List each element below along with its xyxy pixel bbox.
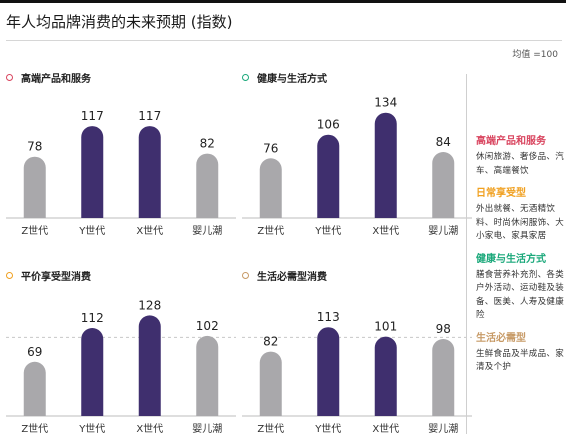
panel-header: 平价享受型消费 <box>6 268 91 283</box>
category-label: 婴儿潮 <box>428 224 458 237</box>
category-label: 婴儿潮 <box>192 422 222 435</box>
category-label: X世代 <box>136 225 163 237</box>
bar <box>374 336 397 416</box>
panel-title: 健康与生活方式 <box>257 73 327 85</box>
legend-group-essentials: 生活必需型 生鲜食品及半成品、家清及个护 <box>476 332 564 375</box>
bar-value-label: 117 <box>81 109 104 123</box>
bar-value-label: 102 <box>196 319 219 333</box>
chart-panel-essentials: 生活必需型消费 82 Z世代 113 Y世代 101 X世代 98 婴儿潮 <box>242 268 472 448</box>
legend-description: 外出就餐、无酒精饮料、时尚休闲服饰、大小家电、家具家居 <box>476 204 565 241</box>
bar-value-label: 112 <box>81 311 104 325</box>
bar-value-label: 106 <box>317 118 340 132</box>
panel-title: 平价享受型消费 <box>21 271 91 283</box>
bar-chart-premium: 78 Z世代 117 Y世代 117 X世代 82 婴儿潮 <box>6 109 236 237</box>
category-legend: 高端产品和服务 休闲旅游、奢侈品、汽车、高端餐饮 日常享受型 外出就餐、无酒精饮… <box>476 135 564 384</box>
bar-value-label: 69 <box>27 345 42 359</box>
bar-value-label: 134 <box>374 96 397 110</box>
bar <box>259 351 282 416</box>
bar <box>81 126 104 218</box>
panel-title: 生活必需型消费 <box>257 271 327 283</box>
panel-header: 健康与生活方式 <box>242 70 327 85</box>
bar <box>23 156 46 218</box>
category-label: X世代 <box>372 225 399 237</box>
legend-description: 膳食营养补充剂、各类户外活动、运动鞋及装备、医美、人寿及健康险 <box>476 269 565 321</box>
bar <box>196 335 219 416</box>
top-rule <box>0 0 566 3</box>
category-label: X世代 <box>136 423 163 435</box>
chart-panel-affordable: 平价享受型消费 69 Z世代 112 Y世代 128 X世代 102 婴儿潮 <box>6 268 236 448</box>
bar <box>23 361 46 416</box>
bar-value-label: 117 <box>138 109 161 123</box>
bar <box>196 153 219 218</box>
legend-title: 日常享受型 <box>476 188 526 199</box>
category-label: Y世代 <box>78 225 105 237</box>
legend-group-premium: 高端产品和服务 休闲旅游、奢侈品、汽车、高端餐饮 <box>476 135 564 178</box>
legend-group-health: 健康与生活方式 膳食营养补充剂、各类户外活动、运动鞋及装备、医美、人寿及健康险 <box>476 253 564 323</box>
legend-divider <box>466 74 469 434</box>
bar-chart-essentials: 82 Z世代 113 Y世代 101 X世代 98 婴儿潮 <box>242 310 472 435</box>
page-title: 年人均品牌消费的未来预期 (指数) <box>6 13 233 31</box>
bar-value-label: 98 <box>436 322 451 336</box>
category-label: Z世代 <box>21 423 48 435</box>
bar-value-label: 84 <box>436 135 451 149</box>
legend-title: 高端产品和服务 <box>476 136 546 147</box>
bar <box>317 134 340 218</box>
bar-chart-health: 76 Z世代 106 Y世代 134 X世代 84 婴儿潮 <box>242 96 472 237</box>
category-label: Z世代 <box>21 225 48 237</box>
bar <box>432 339 455 416</box>
title-divider <box>6 40 562 41</box>
panel-bullet-icon <box>242 73 249 81</box>
chart-panel-health: 健康与生活方式 76 Z世代 106 Y世代 134 X世代 84 婴儿潮 <box>242 70 472 250</box>
bar-value-label: 101 <box>374 320 397 334</box>
legend-group-daily: 日常享受型 外出就餐、无酒精饮料、时尚休闲服饰、大小家电、家具家居 <box>476 187 564 244</box>
bar <box>432 152 455 218</box>
bar <box>138 126 161 218</box>
category-label: X世代 <box>372 423 399 435</box>
bar-value-label: 78 <box>27 140 42 154</box>
bar <box>374 112 397 218</box>
bar-value-label: 128 <box>138 298 161 312</box>
category-label: Y世代 <box>78 423 105 435</box>
panel-bullet-icon <box>6 271 13 279</box>
panel-bullet-icon <box>6 73 13 81</box>
category-label: Y世代 <box>314 225 341 237</box>
category-label: 婴儿潮 <box>428 422 458 435</box>
panel-title: 高端产品和服务 <box>21 73 91 85</box>
chart-panel-premium: 高端产品和服务 78 Z世代 117 Y世代 117 X世代 82 婴儿潮 <box>6 70 236 250</box>
category-label: Z世代 <box>257 423 284 435</box>
bar <box>317 327 340 416</box>
bar-value-label: 76 <box>263 141 278 155</box>
bar-value-label: 82 <box>263 335 278 349</box>
bar <box>81 328 104 416</box>
category-label: Y世代 <box>314 423 341 435</box>
category-label: 婴儿潮 <box>192 224 222 237</box>
category-label: Z世代 <box>257 225 284 237</box>
legend-description: 休闲旅游、奢侈品、汽车、高端餐饮 <box>476 152 565 176</box>
legend-title: 生活必需型 <box>476 332 526 344</box>
legend-description: 生鲜食品及半成品、家清及个护 <box>476 348 565 373</box>
panel-header: 高端产品和服务 <box>6 70 91 85</box>
legend-title: 健康与生活方式 <box>476 253 546 265</box>
bar <box>259 158 282 218</box>
panel-bullet-icon <box>242 271 249 279</box>
bar-chart-affordable: 69 Z世代 112 Y世代 128 X世代 102 婴儿潮 <box>6 298 236 435</box>
panel-header: 生活必需型消费 <box>242 268 327 283</box>
bar-value-label: 82 <box>200 137 215 151</box>
baseline-note: 均值 =100 <box>512 50 558 60</box>
bar-value-label: 113 <box>317 310 340 324</box>
bar <box>138 315 161 416</box>
